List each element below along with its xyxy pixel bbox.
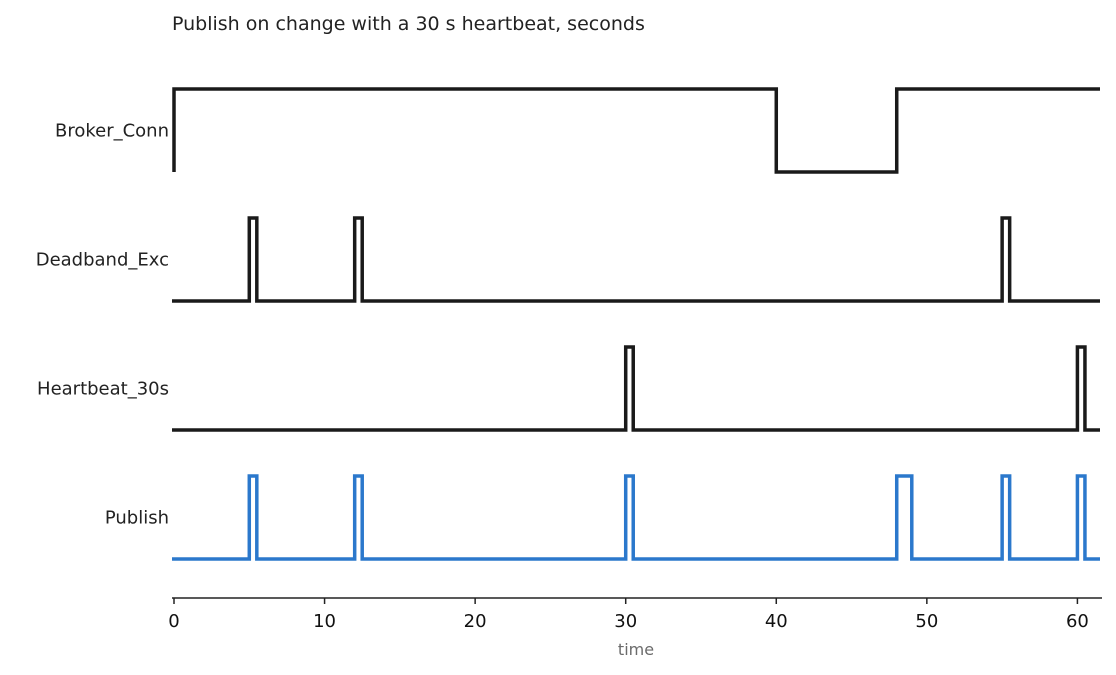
x-tick-label: 40 [765, 611, 788, 632]
x-tick-label: 20 [464, 611, 487, 632]
signal-label: Broker_Conn [55, 121, 169, 142]
signal-label: Publish [105, 508, 169, 529]
signal-label: Deadband_Exc [36, 250, 169, 271]
x-tick-label: 30 [614, 611, 637, 632]
x-tick-label: 60 [1066, 611, 1089, 632]
chart-title: Publish on change with a 30 s heartbeat,… [172, 13, 645, 35]
waveform-line [172, 345, 1100, 432]
waveform-line [172, 216, 1100, 303]
signal-publish: Publish [105, 474, 1100, 561]
waveform-line [172, 474, 1100, 561]
signal-heartbeat-30s: Heartbeat_30s [37, 345, 1100, 432]
signal-broker-conn: Broker_Conn [55, 87, 1100, 174]
signal-label: Heartbeat_30s [37, 379, 169, 400]
waveform-line [172, 87, 1100, 174]
signals-layer: Broker_Conn Deadband_Exc Heartbeat_30s Publ… [36, 87, 1100, 561]
x-tick-label: 10 [313, 611, 336, 632]
x-axis-label: time [618, 640, 654, 659]
signal-deadband-exc: Deadband_Exc [36, 216, 1100, 303]
x-tick-label: 0 [168, 611, 179, 632]
x-axis: 0 10 20 30 40 50 60 [168, 597, 1102, 632]
x-tick-label: 50 [915, 611, 938, 632]
